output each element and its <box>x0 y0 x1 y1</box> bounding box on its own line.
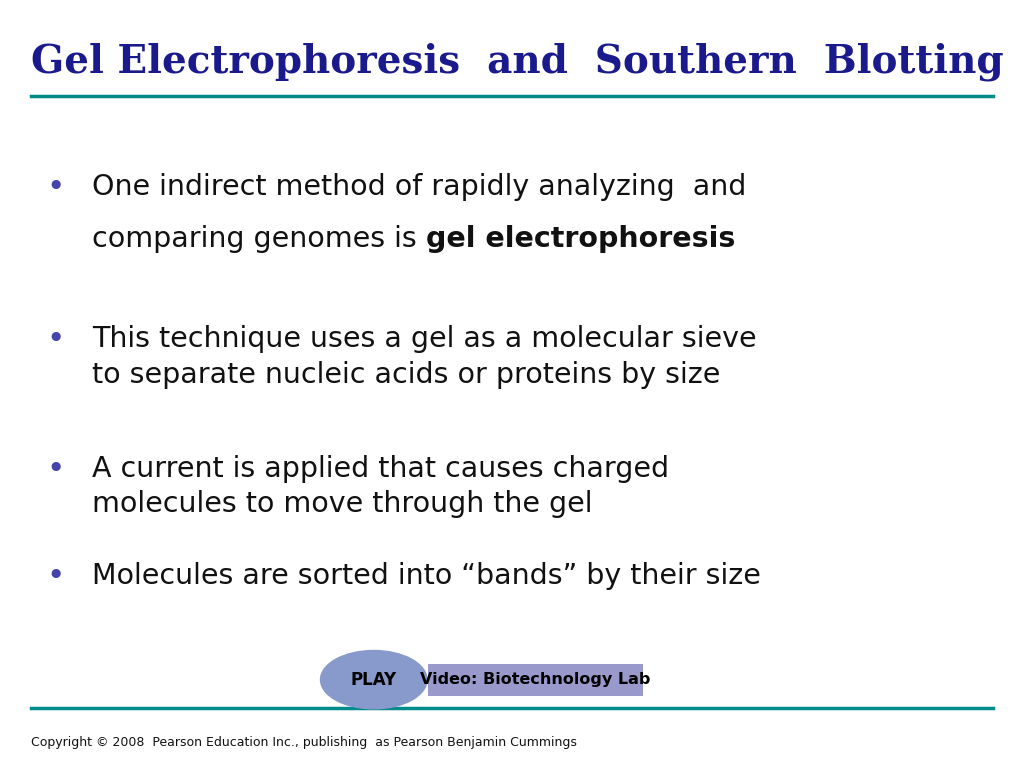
Text: •: • <box>46 325 65 354</box>
Text: This technique uses a gel as a molecular sieve
to separate nucleic acids or prot: This technique uses a gel as a molecular… <box>92 325 757 389</box>
Text: PLAY: PLAY <box>350 670 397 689</box>
Text: Molecules are sorted into “bands” by their size: Molecules are sorted into “bands” by the… <box>92 562 761 590</box>
FancyBboxPatch shape <box>428 664 643 696</box>
Text: Copyright © 2008  Pearson Education Inc., publishing  as Pearson Benjamin Cummin: Copyright © 2008 Pearson Education Inc.,… <box>31 736 577 749</box>
Text: •: • <box>46 455 65 484</box>
Text: •: • <box>46 562 65 591</box>
Text: gel electrophoresis: gel electrophoresis <box>426 225 735 253</box>
Text: Video: Biotechnology Lab: Video: Biotechnology Lab <box>421 672 650 687</box>
Ellipse shape <box>321 650 427 709</box>
Text: A current is applied that causes charged
molecules to move through the gel: A current is applied that causes charged… <box>92 455 670 518</box>
Text: One indirect method of rapidly analyzing  and: One indirect method of rapidly analyzing… <box>92 173 746 200</box>
Text: comparing genomes is: comparing genomes is <box>92 225 426 253</box>
Text: •: • <box>46 173 65 202</box>
Text: Gel Electrophoresis  and  Southern  Blotting: Gel Electrophoresis and Southern Blottin… <box>31 42 1004 81</box>
